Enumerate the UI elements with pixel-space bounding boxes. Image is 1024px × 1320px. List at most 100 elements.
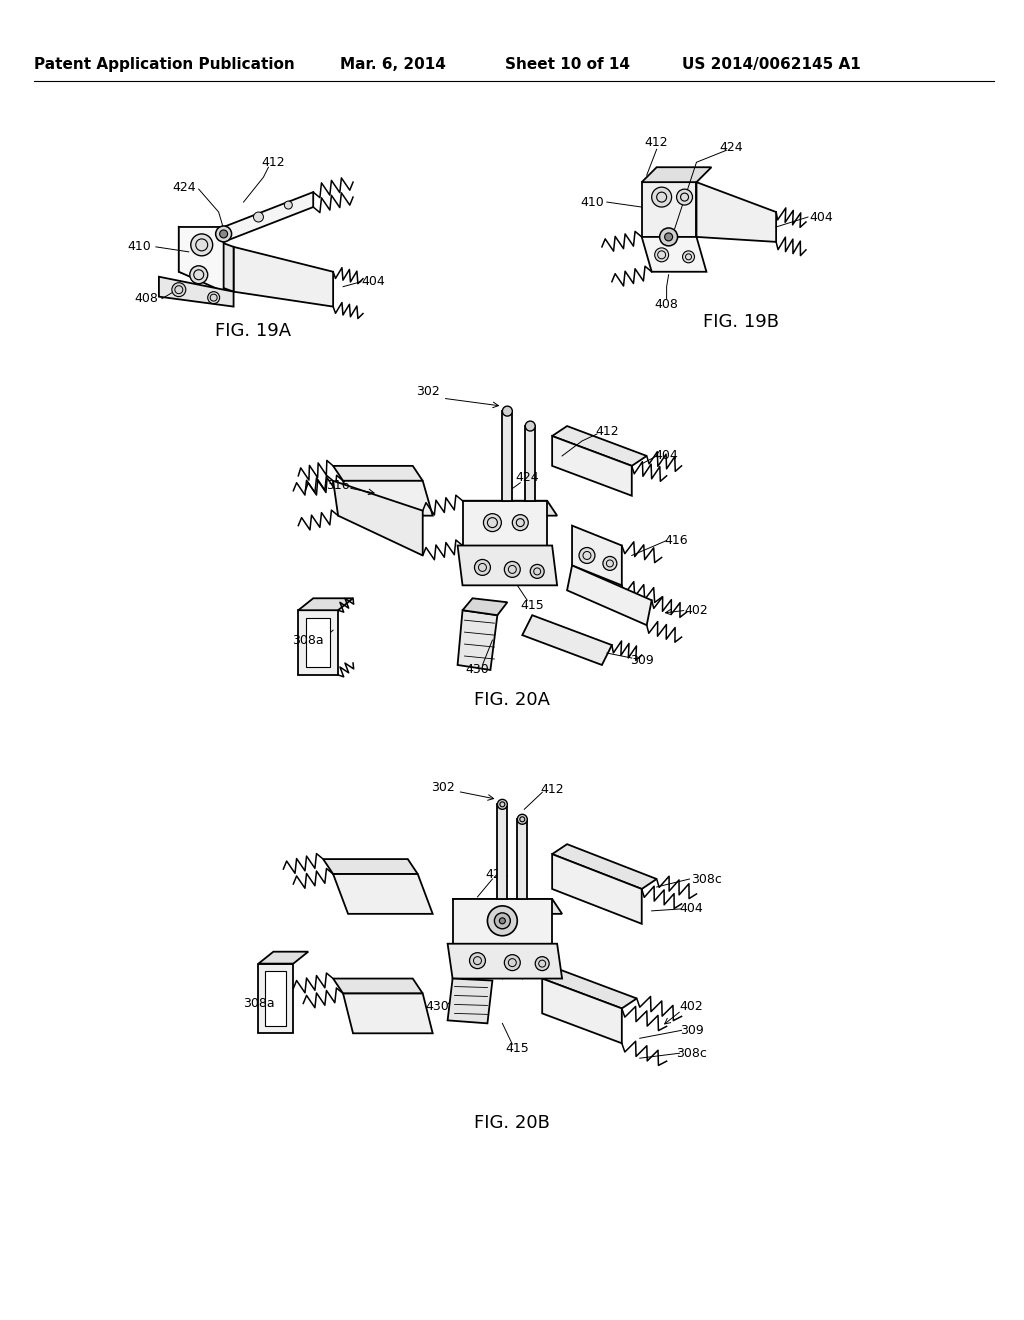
Circle shape <box>189 265 208 284</box>
Circle shape <box>579 548 595 564</box>
Text: 424: 424 <box>720 141 743 154</box>
Polygon shape <box>552 845 656 888</box>
Text: 308a: 308a <box>293 634 324 647</box>
Circle shape <box>512 515 528 531</box>
Circle shape <box>603 557 616 570</box>
Text: 302: 302 <box>416 384 439 397</box>
Polygon shape <box>298 598 353 610</box>
Text: 410: 410 <box>580 195 604 209</box>
Text: 302: 302 <box>431 781 455 793</box>
Text: 424: 424 <box>172 181 196 194</box>
Polygon shape <box>542 969 637 1008</box>
Text: FIG. 19B: FIG. 19B <box>703 313 779 330</box>
Polygon shape <box>333 480 423 556</box>
Text: 412: 412 <box>261 156 286 169</box>
Text: 308c: 308c <box>691 873 722 886</box>
Polygon shape <box>343 994 433 1034</box>
Polygon shape <box>696 182 776 242</box>
Text: 316: 316 <box>327 479 350 492</box>
Polygon shape <box>343 480 433 516</box>
Text: FIG. 19A: FIG. 19A <box>215 322 292 341</box>
Text: 402: 402 <box>680 1001 703 1012</box>
Circle shape <box>219 230 227 238</box>
Polygon shape <box>642 182 696 236</box>
Circle shape <box>208 292 219 304</box>
Polygon shape <box>306 618 330 667</box>
Polygon shape <box>552 854 642 924</box>
Polygon shape <box>517 820 527 899</box>
Circle shape <box>659 228 678 246</box>
Circle shape <box>254 213 263 222</box>
Polygon shape <box>503 411 512 500</box>
Circle shape <box>651 187 672 207</box>
Text: US 2014/0062145 A1: US 2014/0062145 A1 <box>682 57 860 73</box>
Text: Mar. 6, 2014: Mar. 6, 2014 <box>340 57 445 73</box>
Text: 410: 410 <box>127 240 151 253</box>
Text: 404: 404 <box>809 210 833 223</box>
Circle shape <box>665 232 673 240</box>
Circle shape <box>216 226 231 242</box>
Polygon shape <box>258 952 308 964</box>
Polygon shape <box>447 944 562 978</box>
Circle shape <box>487 906 517 936</box>
Polygon shape <box>525 426 536 500</box>
Polygon shape <box>159 277 233 306</box>
Text: FIG. 20A: FIG. 20A <box>474 690 550 709</box>
Circle shape <box>536 957 549 970</box>
Polygon shape <box>552 426 647 466</box>
Text: 415: 415 <box>506 1041 529 1055</box>
Circle shape <box>285 201 292 209</box>
Text: 424: 424 <box>485 867 509 880</box>
Polygon shape <box>458 545 557 585</box>
Circle shape <box>500 917 506 924</box>
Polygon shape <box>324 859 418 874</box>
Polygon shape <box>642 168 712 182</box>
Circle shape <box>505 561 520 577</box>
Text: 404: 404 <box>680 903 703 915</box>
Polygon shape <box>333 978 423 994</box>
Circle shape <box>525 421 536 432</box>
Polygon shape <box>258 964 293 1034</box>
Circle shape <box>483 513 502 532</box>
Circle shape <box>683 251 694 263</box>
Circle shape <box>503 407 512 416</box>
Text: 309: 309 <box>630 653 653 667</box>
Polygon shape <box>542 978 622 1043</box>
Polygon shape <box>265 970 287 1027</box>
Polygon shape <box>642 236 707 272</box>
Circle shape <box>505 954 520 970</box>
Text: 430: 430 <box>466 664 489 676</box>
Polygon shape <box>567 565 651 626</box>
Circle shape <box>190 234 213 256</box>
Text: 412: 412 <box>595 425 618 437</box>
Text: 309: 309 <box>680 1024 703 1036</box>
Polygon shape <box>179 227 223 292</box>
Text: 412: 412 <box>645 136 669 149</box>
Polygon shape <box>298 610 338 675</box>
Text: 308c: 308c <box>676 1047 707 1060</box>
Polygon shape <box>447 978 493 1023</box>
Polygon shape <box>572 525 622 585</box>
Text: 408: 408 <box>134 292 158 305</box>
Text: 416: 416 <box>665 535 688 546</box>
Text: 404: 404 <box>361 275 385 288</box>
Text: 415: 415 <box>520 599 544 611</box>
Circle shape <box>172 282 185 297</box>
Text: 408: 408 <box>654 298 679 312</box>
Polygon shape <box>522 615 612 665</box>
Polygon shape <box>223 193 313 242</box>
Polygon shape <box>463 598 507 615</box>
Text: 404: 404 <box>654 449 679 462</box>
Circle shape <box>495 913 510 929</box>
Polygon shape <box>463 500 547 545</box>
Text: 402: 402 <box>685 603 709 616</box>
Polygon shape <box>453 899 552 944</box>
Polygon shape <box>498 804 507 899</box>
Circle shape <box>654 248 669 261</box>
Circle shape <box>470 953 485 969</box>
Polygon shape <box>333 466 423 480</box>
Circle shape <box>517 814 527 824</box>
Polygon shape <box>552 436 632 496</box>
Text: Patent Application Publication: Patent Application Publication <box>34 57 294 73</box>
Text: 412: 412 <box>541 783 564 796</box>
